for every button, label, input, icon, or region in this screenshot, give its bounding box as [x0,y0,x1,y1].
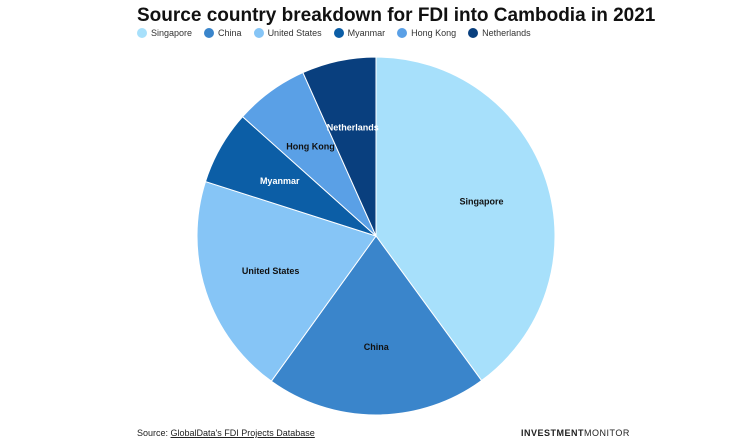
pie-slice-china [270,235,483,416]
slice-label: China [364,342,390,352]
legend-swatch [204,28,215,38]
legend-swatch [397,28,408,38]
slice-label: Netherlands [327,123,379,133]
brand-logo-bold: INVESTMENT [521,428,585,438]
legend-label: Singapore [151,28,193,38]
pie-labels: Singapore China United States Myanmar Hong K… [242,123,504,353]
legend-item: Myanmar [333,28,386,38]
pie-slices [196,56,556,416]
brand-logo: INVESTMENTMONITOR [521,428,630,438]
slice-label: Singapore [459,197,503,207]
legend-label: China [218,28,242,38]
brand-logo-regular: MONITOR [584,428,630,438]
pie-slice-united-states [196,180,377,382]
legend-item: United States [253,28,322,38]
chart-legend: Singapore China United States Myanmar Hong K… [137,28,543,38]
chart-title: Source country breakdown for FDI into Ca… [137,5,656,26]
source-prefix: Source: [137,428,171,438]
slice-label: United States [242,266,300,276]
legend-swatch [253,28,264,38]
legend-swatch [468,28,479,38]
legend-label: Hong Kong [411,28,457,38]
legend-item: Netherlands [468,28,531,38]
legend-swatch [333,28,344,38]
source-note: Source: GlobalData's FDI Projects Databa… [137,428,315,438]
legend-label: Myanmar [347,28,386,38]
legend-item: Hong Kong [397,28,456,38]
legend-label: United States [267,28,322,38]
slice-label: Myanmar [260,176,300,186]
pie-slice-singapore [375,56,556,382]
legend-item: Singapore [137,28,192,38]
legend-label: Netherlands [482,28,531,38]
pie-slice-netherlands [302,56,377,237]
slice-label: Hong Kong [286,141,335,151]
legend-item: China [204,28,242,38]
legend-swatch [137,28,147,38]
source-link[interactable]: GlobalData's FDI Projects Database [170,428,315,438]
